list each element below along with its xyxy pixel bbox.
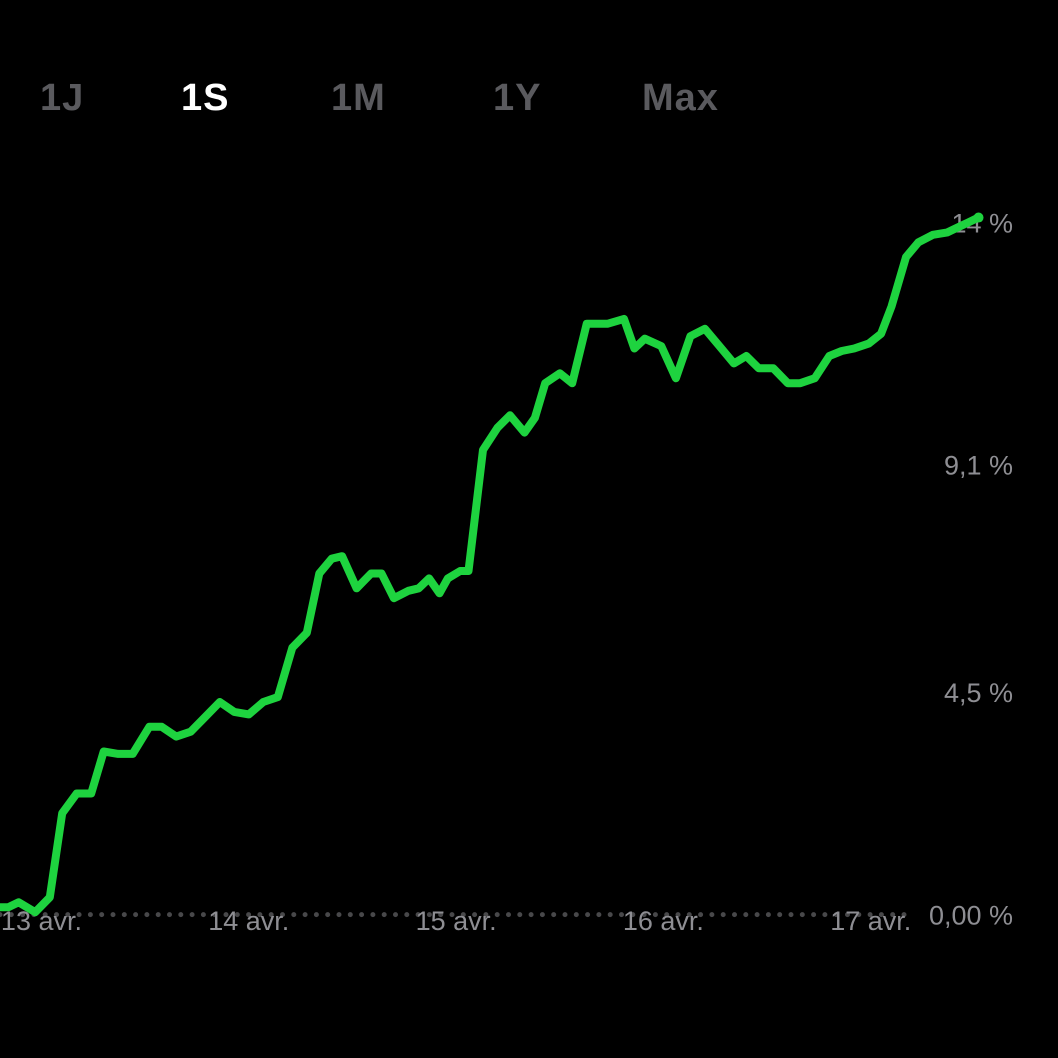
x-tick-label: 16 avr. [623, 906, 704, 936]
x-tick-label: 14 avr. [208, 906, 289, 936]
tab-1s[interactable]: 1S [181, 77, 230, 119]
y-tick-label: 9,1 % [944, 451, 1013, 481]
tab-1y[interactable]: 1Y [493, 77, 542, 119]
y-axis-labels: 0,00 %4,5 %9,1 %14 % [929, 208, 1013, 930]
tab-1j[interactable]: 1J [40, 77, 85, 119]
x-tick-label: 17 avr. [830, 906, 911, 936]
y-tick-label: 0,00 % [929, 901, 1013, 931]
tab-1m[interactable]: 1M [331, 77, 386, 119]
series-line [0, 213, 983, 917]
series-end-point [973, 212, 984, 223]
y-tick-label: 4,5 % [944, 678, 1013, 708]
x-axis-labels: 13 avr. 14 avr. 15 avr. 16 avr. 17 avr. [1, 906, 911, 936]
x-tick-label: 15 avr. [416, 906, 497, 936]
range-selector: 1J 1S 1M 1Y Max [0, 70, 1058, 126]
tab-max[interactable]: Max [642, 77, 719, 119]
series-layer [0, 212, 984, 917]
